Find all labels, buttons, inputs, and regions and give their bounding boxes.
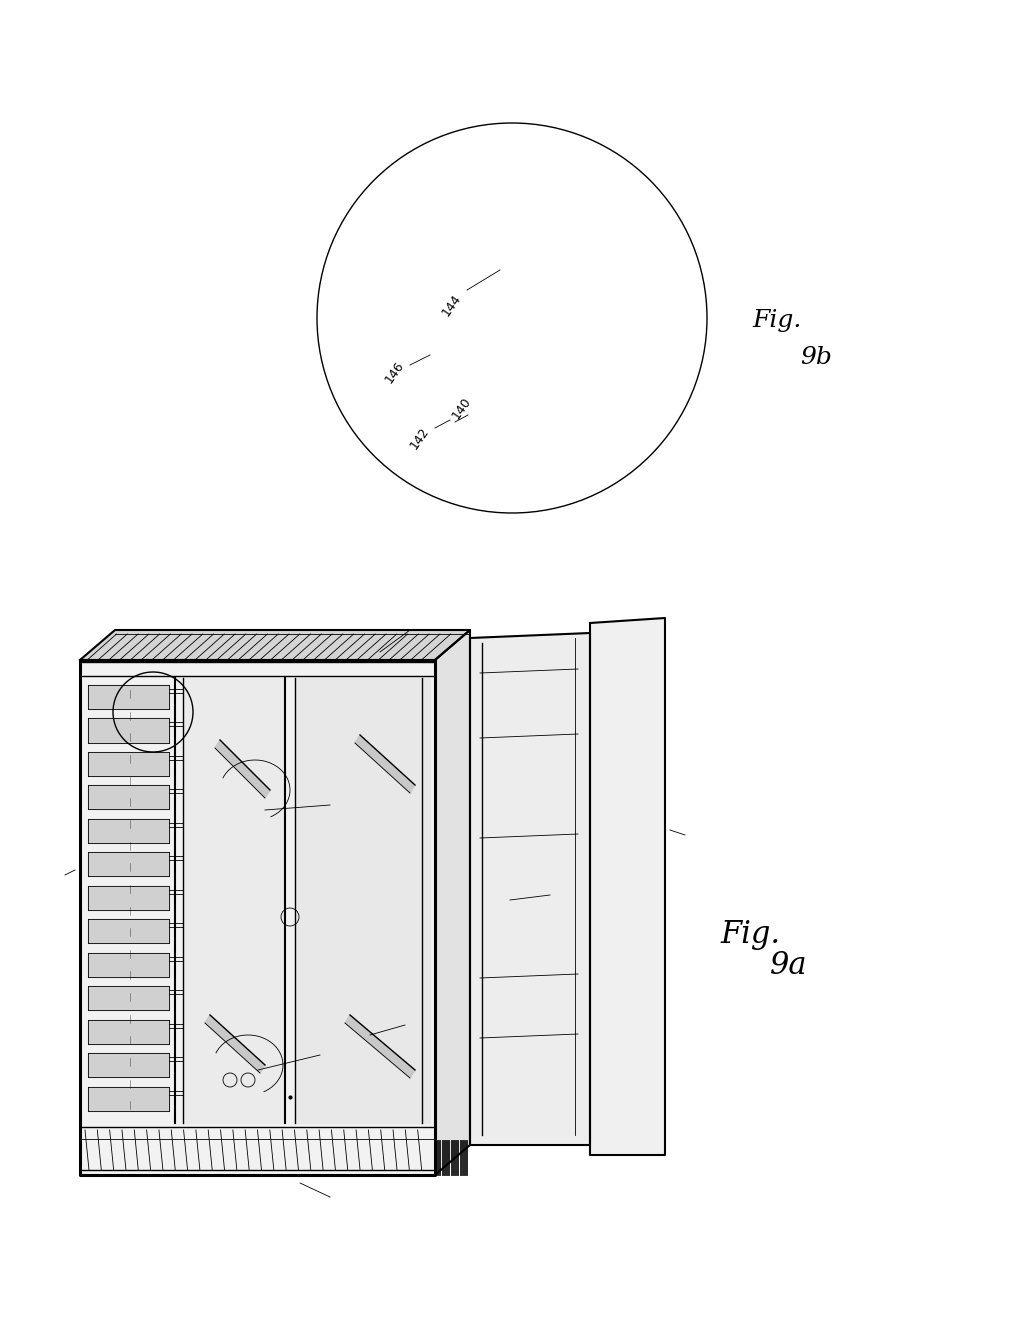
Polygon shape	[580, 153, 640, 483]
Polygon shape	[444, 187, 550, 209]
Polygon shape	[88, 718, 169, 743]
Circle shape	[318, 124, 706, 512]
Polygon shape	[580, 128, 655, 153]
Polygon shape	[444, 366, 552, 393]
Text: Patent Application Publication: Patent Application Publication	[40, 46, 232, 58]
Text: 9a: 9a	[770, 949, 808, 981]
Polygon shape	[205, 1015, 265, 1073]
Polygon shape	[88, 1086, 169, 1110]
Polygon shape	[215, 741, 270, 799]
Text: 142: 142	[408, 425, 432, 451]
Polygon shape	[444, 174, 535, 194]
Polygon shape	[88, 785, 169, 809]
Text: 80: 80	[558, 886, 574, 899]
Text: 148: 148	[330, 1044, 353, 1056]
Polygon shape	[183, 678, 285, 1123]
Polygon shape	[88, 886, 169, 909]
Polygon shape	[88, 685, 169, 709]
Polygon shape	[444, 202, 577, 236]
Text: 146: 146	[29, 863, 52, 876]
Text: 62: 62	[420, 619, 436, 631]
Text: 6: 6	[178, 634, 186, 647]
Text: Fig.: Fig.	[720, 920, 780, 950]
Text: 146: 146	[383, 359, 408, 385]
Text: May 26, 2011  Sheet 10 of 12: May 26, 2011 Sheet 10 of 12	[421, 46, 603, 58]
Text: 148: 148	[340, 796, 364, 809]
Text: 144: 144	[440, 292, 464, 318]
Polygon shape	[88, 752, 169, 776]
Text: 9b: 9b	[800, 346, 831, 370]
Text: FIG. 9b: FIG. 9b	[85, 623, 135, 636]
Text: 6: 6	[163, 1192, 172, 1204]
Polygon shape	[88, 986, 169, 1010]
Polygon shape	[88, 1053, 169, 1077]
Polygon shape	[88, 853, 169, 876]
Polygon shape	[444, 341, 470, 358]
Polygon shape	[295, 678, 430, 1123]
Polygon shape	[590, 618, 665, 1155]
Text: Fig.: Fig.	[752, 309, 802, 331]
Polygon shape	[345, 1015, 415, 1078]
Polygon shape	[80, 660, 435, 1175]
Text: 96: 96	[338, 1196, 353, 1209]
Text: 98: 98	[690, 825, 706, 838]
Polygon shape	[470, 634, 590, 1144]
Polygon shape	[80, 630, 470, 660]
Polygon shape	[88, 1019, 169, 1044]
Polygon shape	[435, 630, 470, 1175]
Polygon shape	[88, 953, 169, 977]
Polygon shape	[88, 818, 169, 843]
Text: 140: 140	[450, 395, 474, 421]
Polygon shape	[355, 735, 415, 793]
Text: 81: 81	[410, 1014, 426, 1027]
Text: US 2011/0120155 A1: US 2011/0120155 A1	[854, 46, 984, 58]
Polygon shape	[88, 919, 169, 944]
